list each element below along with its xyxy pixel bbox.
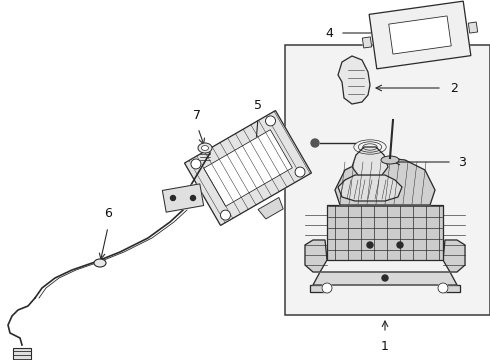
Polygon shape (313, 272, 457, 285)
Polygon shape (258, 198, 283, 219)
Polygon shape (389, 16, 451, 54)
Text: 4: 4 (325, 27, 333, 40)
Text: 5: 5 (254, 99, 262, 112)
Circle shape (191, 195, 196, 201)
Polygon shape (363, 37, 372, 48)
Bar (327, 205, 443, 260)
Circle shape (367, 242, 373, 248)
Text: 2: 2 (450, 81, 458, 95)
Ellipse shape (94, 259, 106, 267)
Circle shape (438, 283, 448, 293)
Bar (285, 45, 490, 315)
Polygon shape (310, 285, 327, 292)
Polygon shape (335, 158, 435, 205)
Circle shape (382, 275, 388, 281)
Circle shape (220, 210, 230, 220)
Ellipse shape (198, 143, 212, 153)
Polygon shape (443, 285, 460, 292)
Polygon shape (338, 175, 402, 201)
Polygon shape (468, 22, 478, 33)
Polygon shape (204, 130, 293, 206)
Ellipse shape (381, 156, 399, 164)
Polygon shape (443, 240, 465, 272)
Polygon shape (352, 147, 388, 175)
Text: 7: 7 (193, 109, 201, 122)
Polygon shape (162, 184, 204, 212)
Polygon shape (369, 1, 471, 69)
Text: 3: 3 (458, 156, 466, 168)
Polygon shape (338, 56, 370, 104)
Circle shape (266, 116, 275, 126)
Circle shape (171, 195, 175, 201)
Ellipse shape (201, 145, 209, 150)
Circle shape (397, 242, 403, 248)
Text: 1: 1 (381, 340, 389, 353)
Bar (13, 348, 31, 360)
Circle shape (295, 167, 305, 177)
Circle shape (191, 159, 201, 169)
Polygon shape (305, 240, 327, 272)
Text: 6: 6 (104, 207, 112, 220)
Circle shape (322, 283, 332, 293)
Circle shape (311, 139, 319, 147)
Polygon shape (185, 111, 312, 225)
